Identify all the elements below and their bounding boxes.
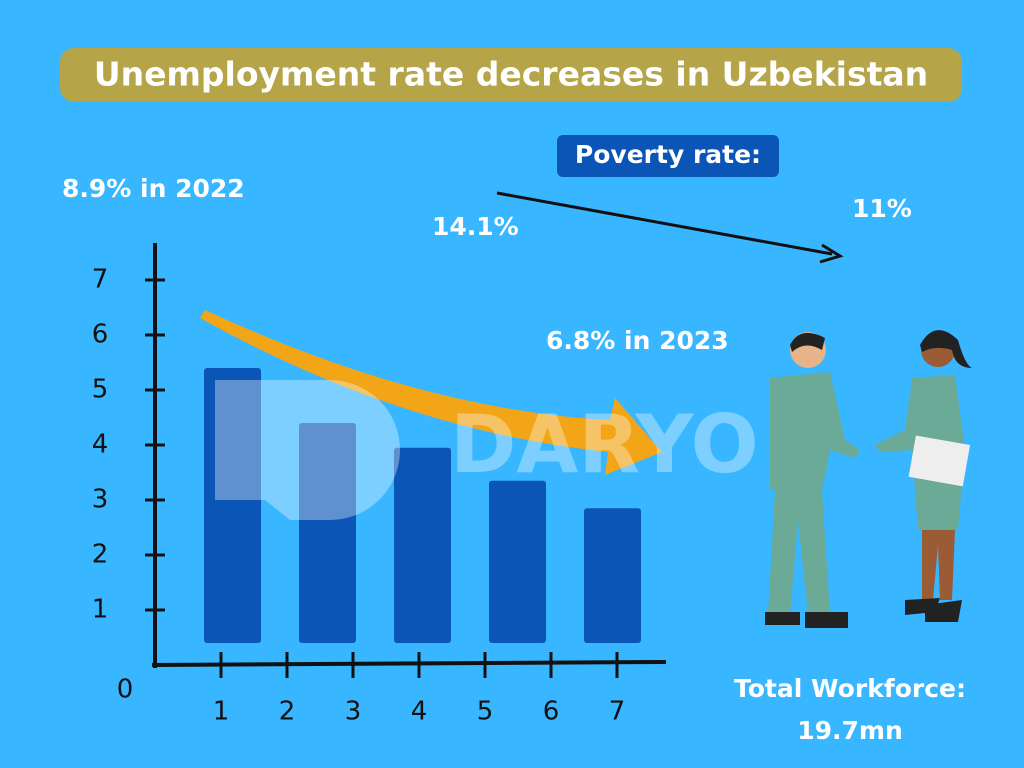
- x-tick-label: 5: [477, 697, 494, 727]
- bars: [204, 368, 641, 643]
- y-tick-label: 5: [92, 375, 109, 405]
- x-tick-label: 3: [345, 697, 362, 727]
- x-tick-label: 1: [213, 697, 230, 727]
- end-label: 6.8% in 2023: [546, 326, 729, 355]
- trend-arrow: [200, 310, 662, 475]
- x-tick-label: 0: [117, 675, 134, 705]
- x-tick-label: 7: [609, 697, 626, 727]
- start-label: 8.9% in 2022: [62, 174, 245, 203]
- y-tick-label: 7: [92, 265, 109, 295]
- x-axis: [151, 660, 667, 667]
- watermark-logo: [215, 380, 400, 520]
- bar: [584, 508, 641, 643]
- poverty-end: 11%: [852, 194, 912, 223]
- x-tick-label: 2: [279, 697, 296, 727]
- poverty-arrowhead: [819, 243, 844, 264]
- y-tick-label: 6: [92, 320, 109, 350]
- y-tick-label: 4: [92, 430, 109, 460]
- watermark: DARYO: [215, 380, 759, 520]
- poverty-badge: [557, 135, 779, 177]
- bar: [394, 447, 451, 643]
- watermark-text: DARYO: [450, 398, 759, 491]
- poverty-title: Poverty rate:: [575, 140, 761, 169]
- handshake-illustration: [765, 330, 972, 628]
- bar: [299, 423, 356, 643]
- bar: [204, 368, 261, 643]
- poverty-start: 14.1%: [432, 212, 519, 241]
- y-tick-label: 1: [92, 595, 109, 625]
- workforce-label: Total Workforce:: [734, 674, 966, 703]
- title-banner: [60, 48, 962, 102]
- chart-title: Unemployment rate decreases in Uzbekista…: [94, 55, 928, 94]
- y-tick-label: 2: [92, 540, 109, 570]
- bar: [489, 480, 546, 643]
- x-tick-label: 6: [543, 697, 560, 727]
- x-tick-label: 4: [411, 697, 428, 727]
- workforce-value: 19.7mn: [797, 716, 903, 745]
- poverty-arrow: [496, 191, 833, 256]
- y-tick-label: 3: [92, 485, 109, 515]
